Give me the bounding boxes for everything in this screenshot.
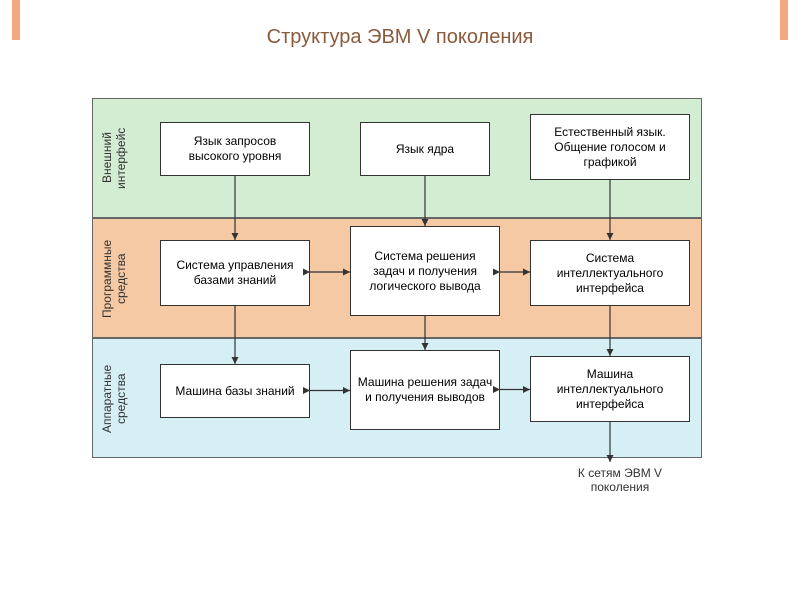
layer-label-2: Программные средства — [100, 234, 128, 324]
node-n21: Система управления базами знаний — [160, 240, 310, 306]
node-n22: Система решения задач и получения логиче… — [350, 226, 500, 316]
page-title: Структура ЭВМ V поколения — [0, 26, 800, 49]
node-n31: Машина базы знаний — [160, 364, 310, 418]
node-n32: Машина решения задач и получения выводов — [350, 350, 500, 430]
node-n11: Язык запросов высокого уровня — [160, 122, 310, 176]
output-label: К сетям ЭВМ V поколения — [550, 466, 690, 494]
node-n13: Естественный язык. Общение голосом и гра… — [530, 114, 690, 180]
layer-label-1: Внешний интерфейс — [100, 118, 128, 198]
node-n23: Система интеллектуального интерфейса — [530, 240, 690, 306]
node-n12: Язык ядра — [360, 122, 490, 176]
node-n33: Машина интеллектуального интерфейса — [530, 356, 690, 422]
layer-label-3: Аппаратные средства — [100, 354, 128, 444]
